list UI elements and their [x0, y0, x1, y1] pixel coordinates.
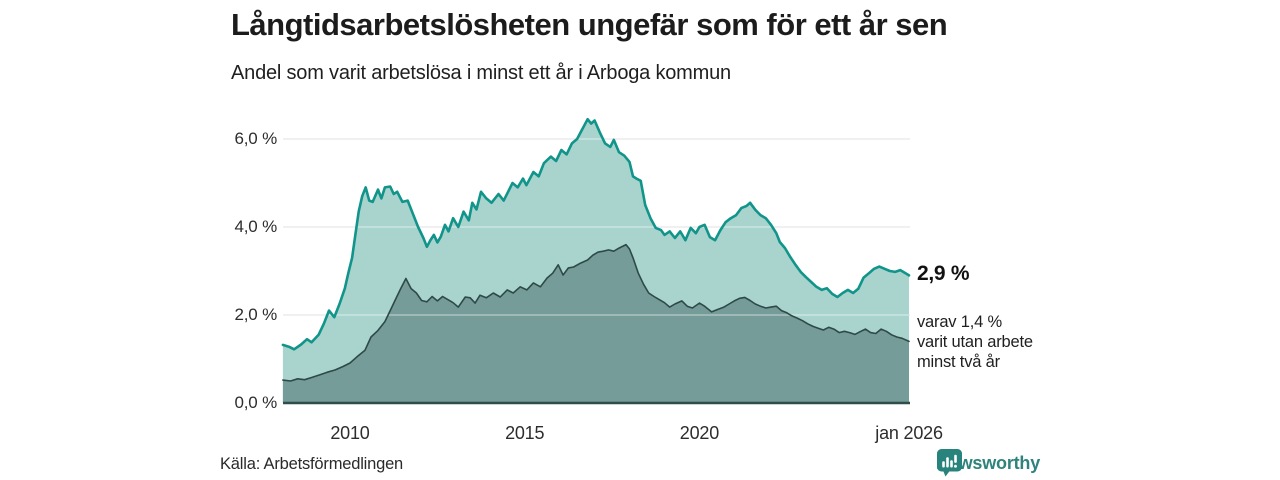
x-axis-tick-label: 2020	[679, 423, 720, 443]
latest-total-value-label: 2,9 %	[917, 262, 970, 285]
chart-subtitle: Andel som varit arbetslösa i minst ett å…	[231, 62, 731, 84]
line-series-2	[282, 243, 910, 382]
y-axis-tick-label: 0,0 %	[234, 393, 278, 412]
x-axis-tick-label: 2010	[330, 423, 370, 443]
x-axis-tick-label: jan 2026	[875, 423, 943, 443]
y-axis-tick-label: 2,0 %	[234, 305, 278, 324]
page-title: Långtidsarbetslösheten ungefär som för e…	[231, 7, 948, 42]
newsworthy-bubble-chart-icon	[937, 449, 962, 477]
brand-name: Newsworthy	[936, 452, 1041, 473]
area-series-2	[282, 244, 909, 403]
newsworthy-logo: Newsworthy	[936, 448, 1040, 478]
y-axis-tick-label: 4,0 %	[234, 217, 278, 236]
subset-annotation-label: varav 1,4 % varit utan arbete minst två …	[917, 313, 1033, 372]
x-axis-tick-label: 2015	[505, 423, 545, 443]
y-axis-tick-label: 6,0 %	[234, 129, 278, 148]
source-credit: Källa: Arbetsförmedlingen	[220, 455, 404, 473]
line-series-1	[281, 117, 911, 351]
